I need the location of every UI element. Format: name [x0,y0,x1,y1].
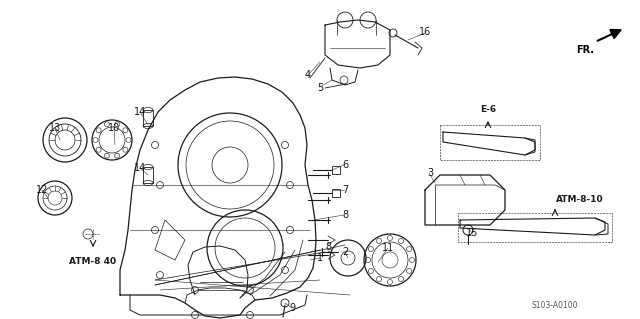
Text: 10: 10 [108,123,120,133]
Bar [143,167,153,183]
Text: E-6: E-6 [480,106,496,115]
Text: 14: 14 [134,163,146,173]
Text: 15: 15 [466,228,478,238]
Text: 4: 4 [305,70,311,80]
Text: 16: 16 [419,27,431,37]
Text: 11: 11 [382,243,394,253]
Text: S103-A0100: S103-A0100 [532,300,579,309]
Text: 3: 3 [427,168,433,178]
Text: 14: 14 [134,107,146,117]
Text: 9: 9 [289,303,295,313]
Bar [332,189,340,197]
Text: 8: 8 [342,210,348,220]
Text: 6: 6 [342,160,348,170]
Text: 1: 1 [317,253,323,263]
Text: 5: 5 [317,83,323,93]
Text: 8: 8 [325,242,331,252]
Text: 13: 13 [49,123,61,133]
Text: 12: 12 [36,185,48,195]
Text: ATM-8 40: ATM-8 40 [69,257,116,266]
Text: ATM-8-10: ATM-8-10 [556,196,604,204]
Bar [143,110,153,126]
Text: 7: 7 [342,185,348,195]
Text: 2: 2 [342,247,348,257]
Bar [332,166,340,174]
Text: FR.: FR. [576,45,594,55]
